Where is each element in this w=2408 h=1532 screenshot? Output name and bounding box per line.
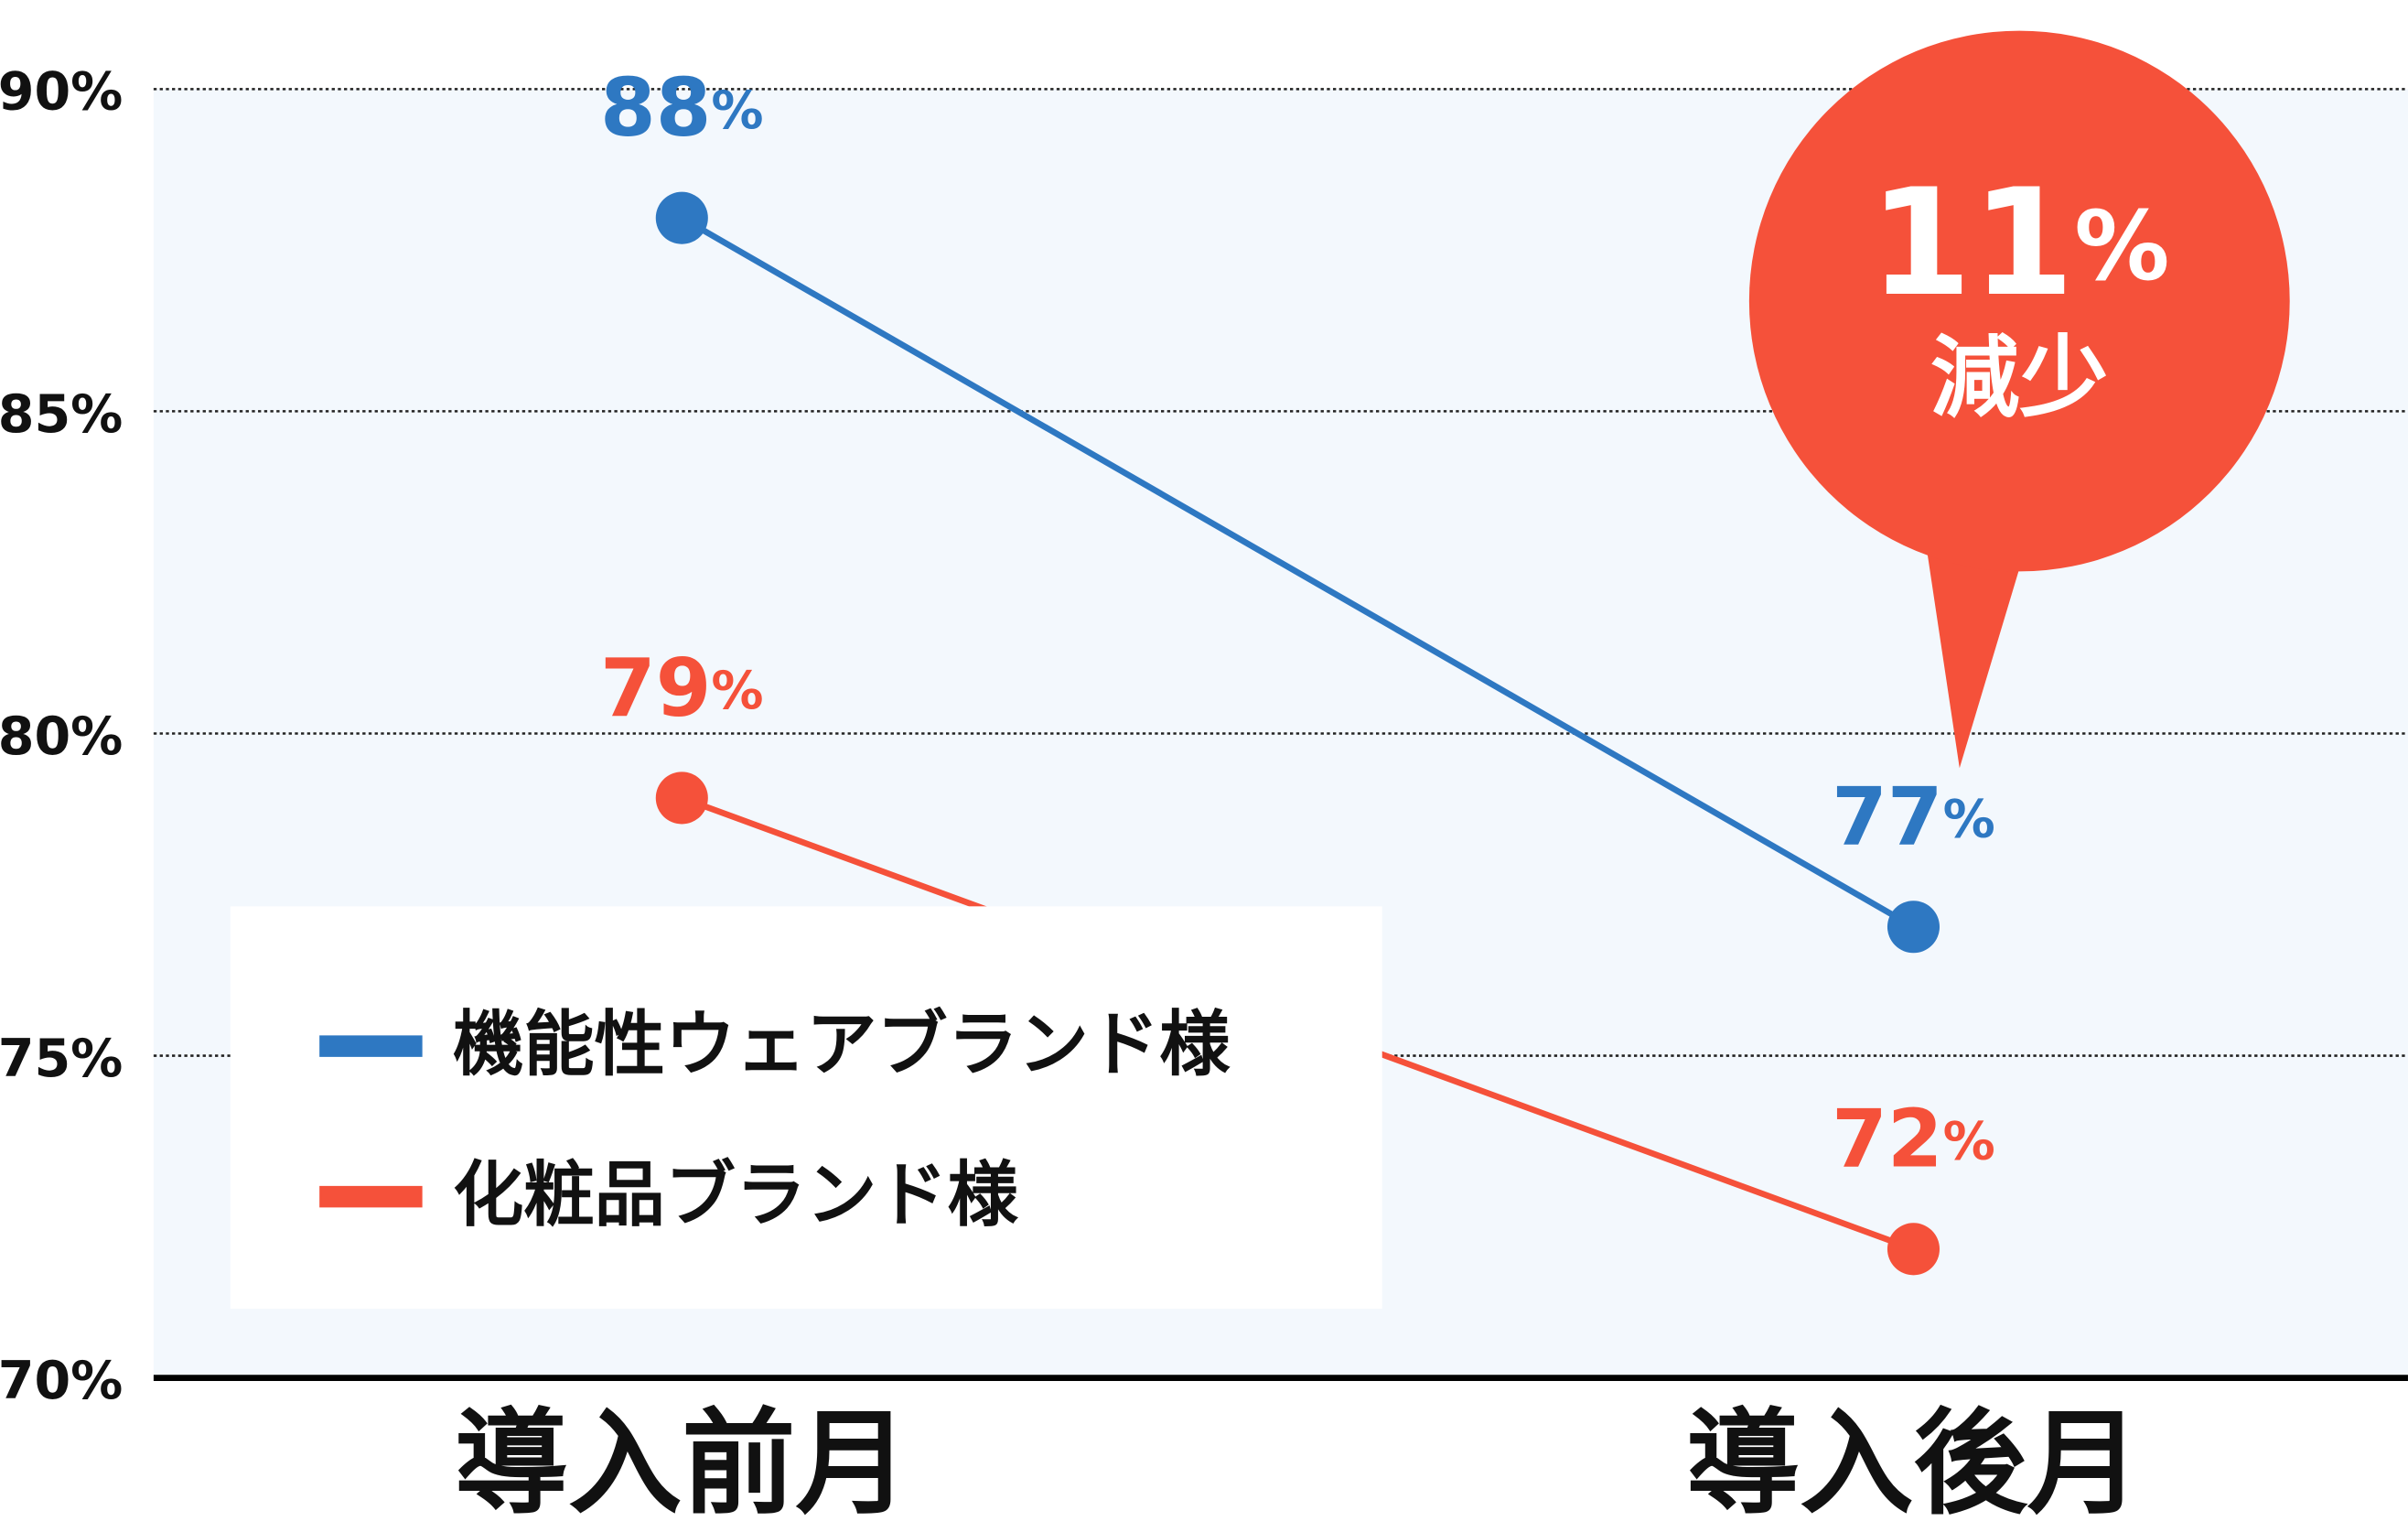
x-tick-label: 導入後月 bbox=[1686, 1398, 2141, 1530]
y-tick-label: 80% bbox=[0, 707, 123, 767]
callout-bubble bbox=[1927, 553, 2020, 769]
y-tick-label: 85% bbox=[0, 384, 123, 445]
data-label: 88% bbox=[600, 61, 764, 155]
y-tick-label: 70% bbox=[0, 1351, 123, 1411]
legend-label: 化粧品ブランド様 bbox=[453, 1154, 1018, 1236]
data-label: 72% bbox=[1832, 1093, 1995, 1186]
series-line bbox=[680, 215, 1916, 930]
data-point bbox=[1887, 901, 1940, 954]
callout-bubble bbox=[1748, 30, 2290, 572]
y-tick-label: 90% bbox=[0, 62, 123, 123]
data-label: 77% bbox=[1832, 771, 1995, 864]
callout-text: 11% bbox=[1869, 157, 2170, 329]
x-tick-label: 導入前月 bbox=[455, 1398, 909, 1530]
y-tick-label: 75% bbox=[0, 1029, 123, 1089]
data-point bbox=[1887, 1223, 1940, 1276]
data-point bbox=[655, 191, 708, 244]
data-label: 79% bbox=[600, 642, 764, 735]
legend-box bbox=[230, 906, 1382, 1310]
callout-subtext: 減少 bbox=[1930, 326, 2109, 429]
legend-label: 機能性ウェアブランド様 bbox=[453, 1003, 1231, 1085]
data-point bbox=[655, 771, 708, 825]
